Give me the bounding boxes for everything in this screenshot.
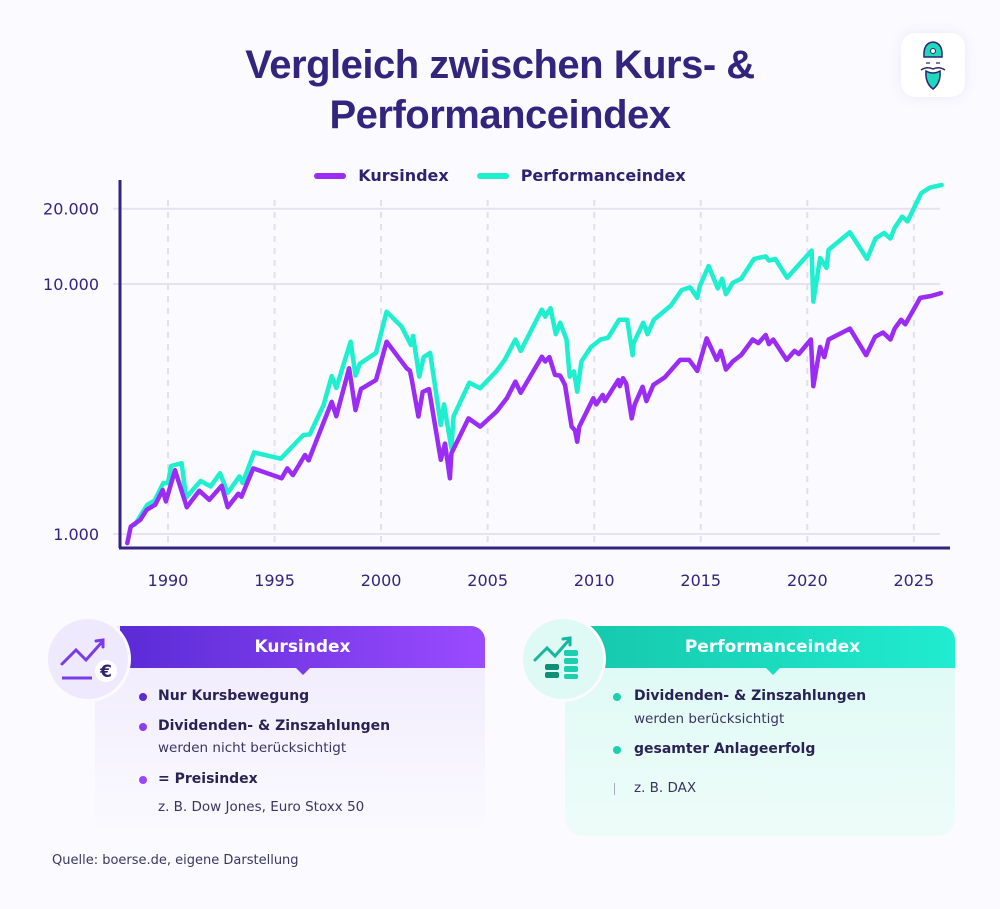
x-tick-label: 1995: [254, 571, 295, 590]
kursindex-card-header: Kursindex: [120, 626, 485, 675]
legend-swatch-performanceindex: [476, 172, 509, 179]
y-tick-label: 1.000: [53, 525, 99, 544]
example-marker: [614, 783, 615, 795]
chart-legend: Kursindex Performanceindex: [0, 166, 1000, 185]
legend-label-kursindex: Kursindex: [358, 166, 449, 185]
y-tick-label: 20.000: [43, 200, 99, 219]
x-tick-label: 2015: [680, 571, 721, 590]
x-tick-label: 1990: [148, 571, 189, 590]
tick-labels: 1990 1995 2000 2005 2010 2015 2020 2025 1.000 10.…: [43, 200, 934, 590]
performanceindex-bullet-1: Dividenden- & Zinszahlungen: [634, 688, 867, 704]
kursindex-bullet-2: Dividenden- & Zinszahlungen: [158, 718, 391, 734]
series-line-performanceindex: [132, 182, 944, 527]
chart-euro-icon: €: [45, 616, 131, 702]
legend-label-performanceindex: Performanceindex: [520, 166, 686, 185]
turban-mascot-icon: [920, 41, 946, 90]
title-line-2: Performanceindex: [329, 93, 671, 137]
chart-coins-icon: [520, 616, 606, 702]
kursindex-bullet-1: Nur Kursbewegung: [158, 688, 310, 704]
bullet-dot: [139, 723, 147, 731]
y-tick-label: 10.000: [43, 275, 99, 294]
page-title: Vergleich zwischen Kurs- & Performancein…: [0, 40, 1000, 140]
performanceindex-card: Performanceindex: [565, 626, 955, 836]
kursindex-example: z. B. Dow Jones, Euro Stoxx 50: [158, 799, 365, 815]
kursindex-bullet-3: = Preisindex: [158, 771, 258, 787]
grid: [113, 200, 940, 548]
legend-item-performanceindex: Performanceindex: [476, 166, 686, 185]
bullet-dot: [613, 693, 621, 701]
performanceindex-bullet-1-sub: werden berücksichtigt: [634, 711, 785, 727]
bullet-dot: [139, 776, 147, 784]
brand-logo: [901, 33, 965, 97]
series-lines: [125, 182, 944, 546]
kursindex-bullet-2-sub: werden nicht berücksichtigt: [158, 740, 347, 756]
performanceindex-card-header: Performanceindex: [590, 626, 955, 675]
performanceindex-bullet-2: gesamter Anlageerfolg: [634, 741, 816, 757]
source-note: Quelle: boerse.de, eigene Darstellung: [52, 853, 299, 868]
legend-item-kursindex: Kursindex: [314, 166, 449, 185]
series-line-kursindex: [125, 290, 944, 546]
bullet-dot: [139, 693, 147, 701]
x-tick-label: 2025: [893, 571, 934, 590]
x-tick-label: 2010: [574, 571, 615, 590]
kursindex-card: Kursindex: [95, 626, 485, 836]
x-tick-label: 2020: [787, 571, 828, 590]
bullet-dot: [613, 746, 621, 754]
x-tick-label: 2000: [361, 571, 402, 590]
svg-text:€: €: [99, 662, 112, 682]
x-tick-label: 2005: [467, 571, 508, 590]
line-chart: 1990 1995 2000 2005 2010 2015 2020 2025 1.000 10.…: [43, 180, 950, 590]
title-line-1: Vergleich zwischen Kurs- &: [245, 43, 755, 87]
performanceindex-example: z. B. DAX: [634, 780, 697, 796]
legend-swatch-kursindex: [314, 172, 347, 179]
